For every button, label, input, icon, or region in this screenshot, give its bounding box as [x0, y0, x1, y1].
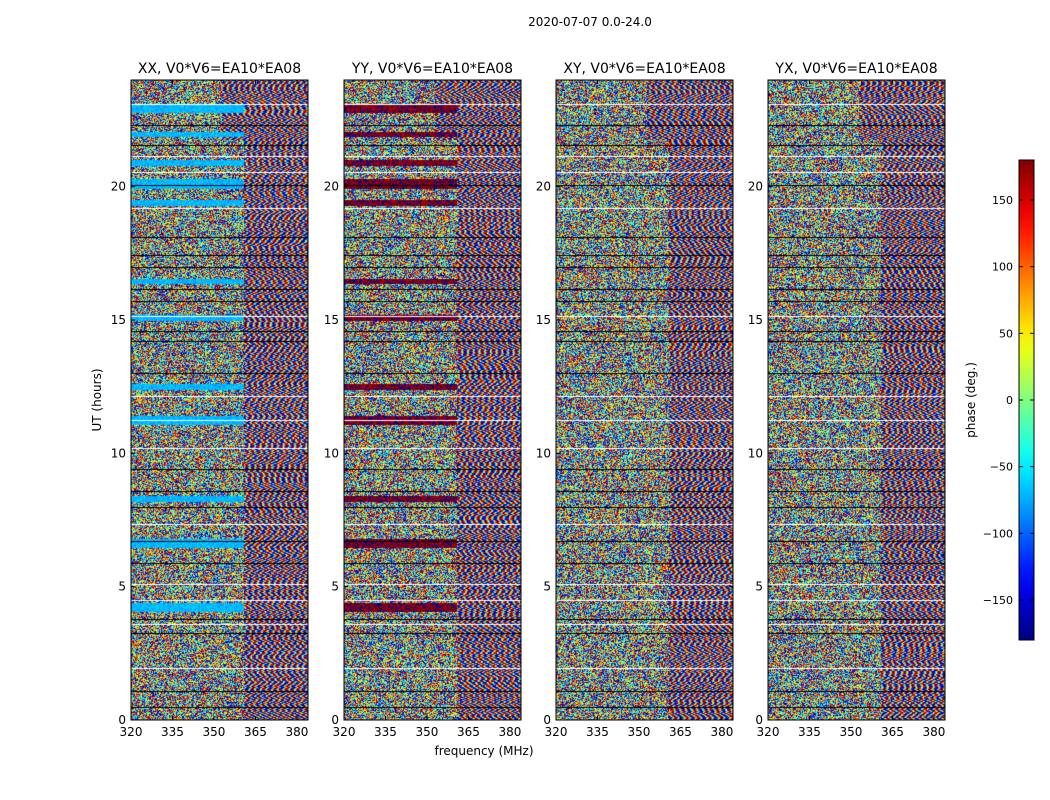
- figure-suptitle: 2020-07-07 0.0-24.0: [528, 15, 652, 29]
- y-tick-label: 10: [324, 446, 339, 460]
- x-tick-label: 350: [203, 725, 226, 739]
- y-tick-label: 20: [536, 180, 551, 194]
- x-tick-label: 320: [757, 725, 780, 739]
- x-tick-label: 320: [333, 725, 356, 739]
- x-tick-label: 335: [161, 725, 184, 739]
- colorbar-tick-label: 100: [992, 261, 1013, 274]
- y-tick-label: 5: [543, 580, 551, 594]
- y-tick-label: 0: [118, 713, 126, 727]
- y-tick-label: 10: [748, 446, 763, 460]
- x-tick-label: 380: [285, 725, 308, 739]
- x-tick-label: 365: [457, 725, 480, 739]
- panel-yy: YY, V0*V6=EA10*EA08 320 335 350 365 380 0 5 10 15…: [324, 61, 522, 739]
- panel-frame: [767, 79, 946, 721]
- x-tick-label: 320: [545, 725, 568, 739]
- x-tick-label: 320: [120, 725, 143, 739]
- y-tick-label: 20: [748, 180, 763, 194]
- y-tick-label: 15: [324, 313, 339, 327]
- x-tick-label: 380: [710, 725, 733, 739]
- colorbar-tick-label: −150: [983, 594, 1013, 607]
- x-tick-label: 350: [416, 725, 439, 739]
- colorbar-tick-label: 0: [1006, 394, 1013, 407]
- phase-waterfall-image: [131, 80, 308, 720]
- x-tick-label: 335: [586, 725, 609, 739]
- x-tick-label: 350: [840, 725, 863, 739]
- panel-frame: [555, 79, 734, 721]
- panel-yx: YX, V0*V6=EA10*EA08 320 335 350 365 380 0 5 10 15…: [748, 61, 946, 739]
- panel-title: YX, V0*V6=EA10*EA08: [774, 61, 937, 77]
- x-tick-label: 380: [498, 725, 521, 739]
- y-tick-label: 5: [331, 580, 339, 594]
- phase-waterfall-image: [556, 80, 733, 720]
- colorbar-tick-label: 50: [999, 327, 1013, 340]
- y-tick-label: 10: [536, 446, 551, 460]
- y-tick-label: 5: [755, 580, 763, 594]
- x-tick-label: 335: [374, 725, 397, 739]
- colorbar-label: phase (deg.): [964, 362, 978, 438]
- panel-xx: XX, V0*V6=EA10*EA08 320 335 350 365 380 0 5 10 15…: [111, 61, 309, 739]
- y-tick-label: 20: [111, 180, 126, 194]
- panel-frame: [343, 79, 522, 721]
- x-tick-label: 365: [244, 725, 267, 739]
- panel-frame: [130, 79, 309, 721]
- x-tick-label: 350: [628, 725, 651, 739]
- y-tick-label: 0: [755, 713, 763, 727]
- x-tick-label: 365: [881, 725, 904, 739]
- y-tick-label: 5: [118, 580, 126, 594]
- y-tick-label: 15: [111, 313, 126, 327]
- panel-xy: XY, V0*V6=EA10*EA08 320 335 350 365 380 0 5 10 15…: [536, 61, 734, 739]
- phase-waterfall-image: [768, 80, 945, 720]
- x-tick-label: 365: [669, 725, 692, 739]
- y-tick-label: 20: [324, 180, 339, 194]
- phase-waterfall-image: [344, 80, 521, 720]
- panel-title: XY, V0*V6=EA10*EA08: [563, 61, 725, 77]
- y-tick-label: 15: [748, 313, 763, 327]
- y-tick-label: 15: [536, 313, 551, 327]
- x-axis-label: frequency (MHz): [434, 744, 533, 758]
- colorbar-tick-label: −50: [990, 461, 1013, 474]
- y-tick-label: 0: [543, 713, 551, 727]
- colorbar-tick-label: 150: [992, 194, 1013, 207]
- x-tick-label: 380: [922, 725, 945, 739]
- x-tick-label: 335: [798, 725, 821, 739]
- panel-title: XX, V0*V6=EA10*EA08: [138, 61, 301, 77]
- colorbar: −150 −100 −50 0 50 100 150: [983, 159, 1035, 641]
- panel-title: YY, V0*V6=EA10*EA08: [351, 61, 513, 77]
- y-axis-label: UT (hours): [90, 368, 104, 431]
- y-tick-label: 0: [331, 713, 339, 727]
- y-tick-label: 10: [111, 446, 126, 460]
- colorbar-tick-label: −100: [983, 527, 1013, 540]
